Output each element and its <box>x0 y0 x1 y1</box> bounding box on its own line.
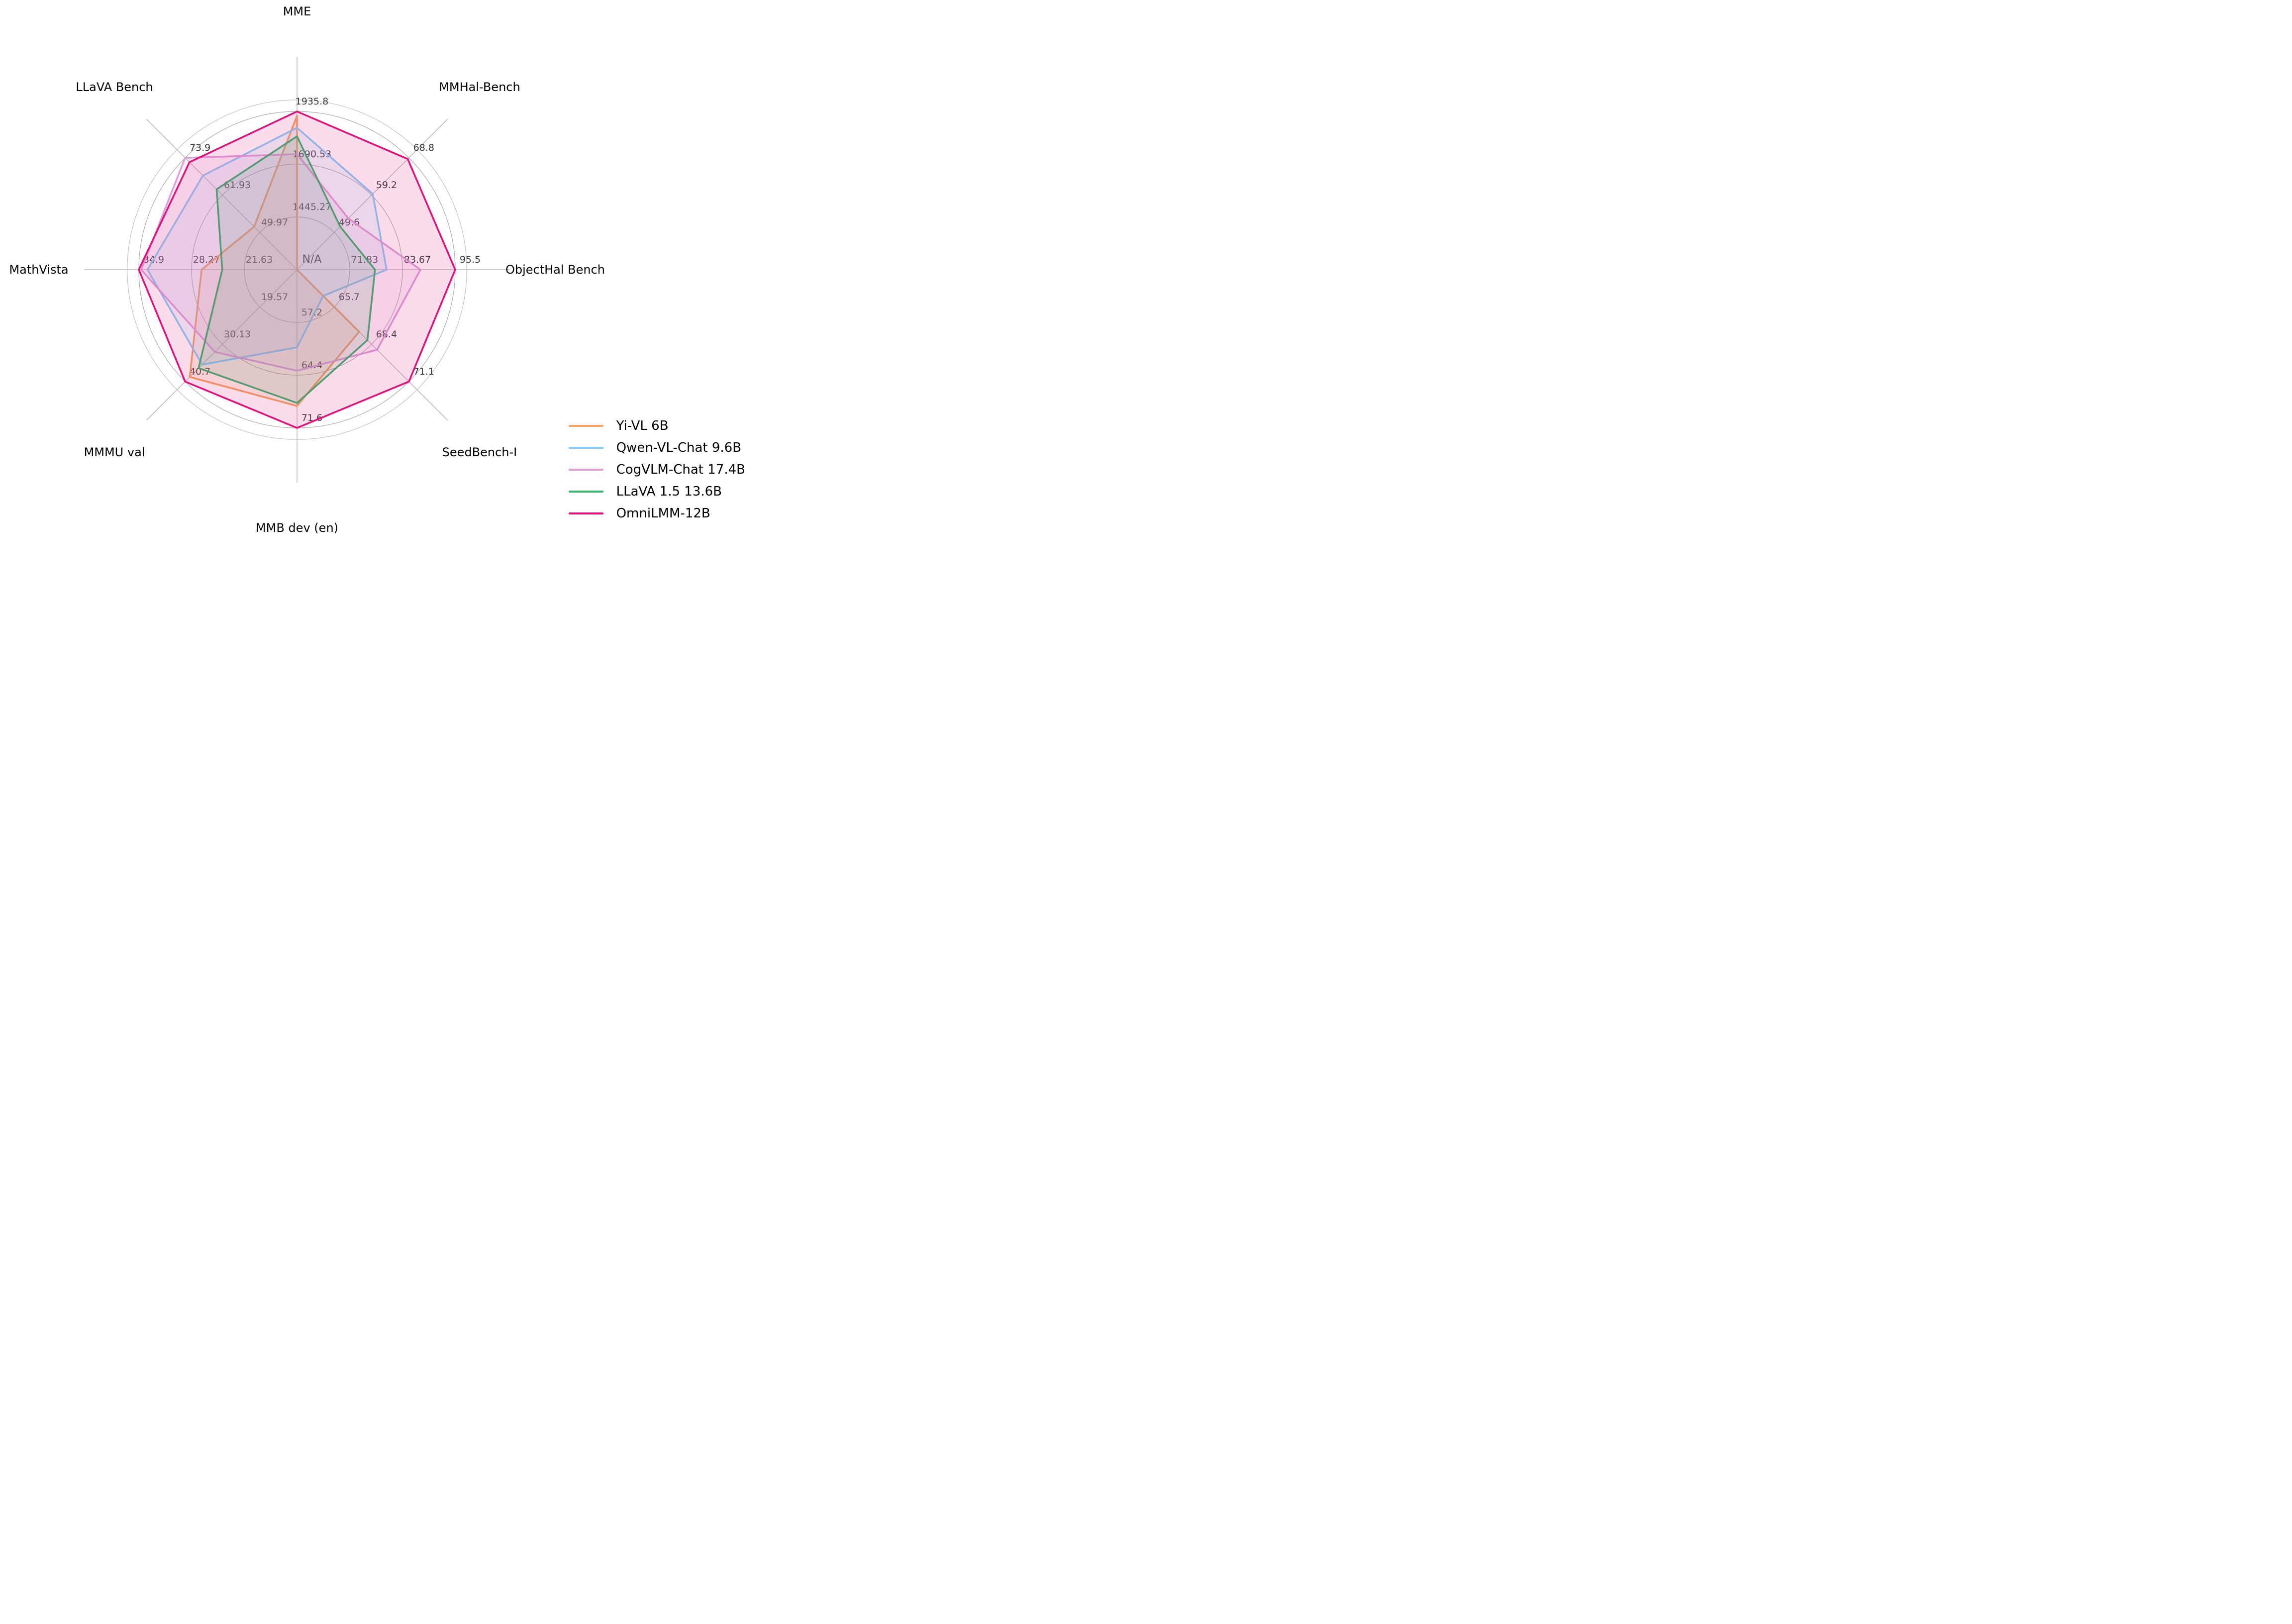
tick-label: 61.93 <box>224 180 251 191</box>
legend-item-cogvlm-chat-17-4b: CogVLM-Chat 17.4B <box>568 462 745 478</box>
axis-spoke-llava-bench <box>146 119 298 270</box>
tick-label: 49.6 <box>339 217 360 228</box>
tick-label: 1690.53 <box>293 149 332 160</box>
tick-label: 68.8 <box>413 142 434 153</box>
legend-label: OmniLMM-12B <box>616 506 710 521</box>
legend-swatch <box>568 447 603 449</box>
legend-label: CogVLM-Chat 17.4B <box>616 462 745 477</box>
legend-swatch <box>568 425 603 427</box>
tick-label: 49.97 <box>261 217 288 228</box>
legend-item-llava-1-5-13-6b: LLaVA 1.5 13.6B <box>568 484 745 500</box>
radar-chart-figure: 1445.27 1690.53 1935.8 49.6 59.2 68.8 71.83 83.… <box>0 0 764 541</box>
axis-title-mmmu-val: MMMU val <box>84 445 145 459</box>
axis-title-mmhal-bench: MMHal-Bench <box>439 80 520 94</box>
legend-label: LLaVA 1.5 13.6B <box>616 484 722 499</box>
axis-title-mathvista: MathVista <box>9 263 68 277</box>
axis-title-mme: MME <box>283 4 311 18</box>
tick-label: 19.57 <box>261 292 288 303</box>
tick-label: 28.27 <box>193 254 220 265</box>
axis-title-mmb-dev-en-: MMB dev (en) <box>256 521 338 535</box>
tick-label: 21.63 <box>246 254 273 265</box>
axis-title-seedbench-i: SeedBench-I <box>442 445 517 459</box>
series-polygon-qwen-vl-chat-9-6b <box>146 127 388 366</box>
tick-label: 73.9 <box>190 142 210 153</box>
legend-swatch <box>568 512 603 514</box>
tick-label: 65.7 <box>339 292 360 303</box>
legend-swatch <box>568 491 603 493</box>
axis-title-llava-bench: LLaVA Bench <box>76 80 153 94</box>
series-polygon-omnilmm-12b <box>138 110 456 429</box>
axis-title-objecthal-bench: ObjectHal Bench <box>505 263 605 277</box>
legend-swatch <box>568 469 603 471</box>
tick-label: 59.2 <box>376 180 397 191</box>
tick-label: 95.5 <box>460 254 481 265</box>
legend-item-omnilmm-12b: OmniLMM-12B <box>568 506 745 521</box>
tick-label: 71.6 <box>301 412 322 423</box>
chart-legend: Yi-VL 6B Qwen-VL-Chat 9.6B CogVLM-Chat 17.… <box>568 418 745 521</box>
axis-spoke-mmmu-val <box>146 269 298 420</box>
tick-label: 1935.8 <box>296 96 328 107</box>
series-polygon-yi-vl-6b <box>189 115 360 407</box>
legend-item-qwen-vl-chat-9-6b: Qwen-VL-Chat 9.6B <box>568 440 745 456</box>
legend-label: Qwen-VL-Chat 9.6B <box>616 440 742 455</box>
tick-label: 71.1 <box>413 366 434 377</box>
tick-label: 68.4 <box>376 329 397 340</box>
series-polygon-llava-1-5-13-6b <box>198 135 376 404</box>
legend-item-yi-vl-6b: Yi-VL 6B <box>568 418 745 434</box>
tick-label: 1445.27 <box>293 202 332 212</box>
legend-label: Yi-VL 6B <box>616 418 669 433</box>
tick-label: 71.83 <box>351 254 378 265</box>
tick-label: 40.7 <box>190 366 210 377</box>
tick-label: 30.13 <box>224 329 251 340</box>
center-na-label: N/A <box>302 253 322 266</box>
tick-label: 57.2 <box>301 307 322 318</box>
